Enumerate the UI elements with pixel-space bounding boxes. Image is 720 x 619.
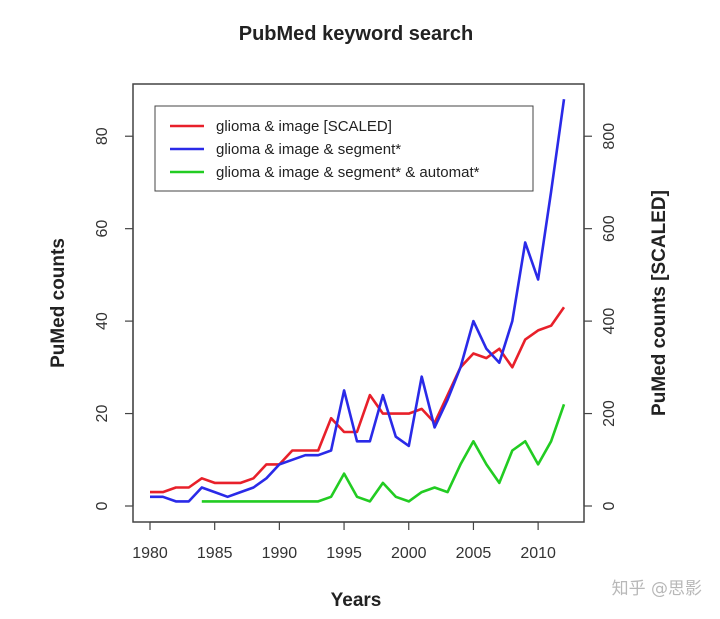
- x-tick-label: 2005: [456, 545, 492, 562]
- legend-label-2: glioma & image & segment* & automat*: [216, 164, 480, 181]
- y-tick-label-right: 0: [601, 501, 618, 510]
- x-tick-label: 1995: [326, 545, 362, 562]
- x-tick-label: 1980: [132, 545, 168, 562]
- y-axis-label-left: PuMed counts: [48, 238, 69, 368]
- x-tick-label: 1990: [262, 545, 298, 562]
- x-tick-label: 2010: [520, 545, 556, 562]
- legend: glioma & image [SCALED] glioma & image &…: [154, 105, 534, 192]
- x-tick-label: 2000: [391, 545, 427, 562]
- y-tick-label-left: 60: [94, 220, 111, 238]
- y-tick-label-left: 20: [94, 405, 111, 423]
- legend-label-0: glioma & image [SCALED]: [216, 118, 392, 135]
- x-tick-label: 1985: [197, 545, 233, 562]
- watermark: 知乎 @思影: [612, 579, 702, 599]
- y-tick-label-right: 400: [601, 308, 618, 335]
- y-axis-left: 0 20 40 60 80: [94, 127, 134, 510]
- series-layer: [150, 99, 566, 503]
- chart-title: PubMed keyword search: [239, 23, 474, 45]
- y-tick-label-right: 600: [601, 215, 618, 242]
- series-line-1: [150, 99, 566, 503]
- y-tick-label-right: 200: [601, 400, 618, 427]
- legend-box: [154, 105, 534, 192]
- legend-label-1: glioma & image & segment*: [216, 141, 401, 158]
- x-axis-label: Years: [331, 590, 382, 611]
- y-tick-label-left: 80: [94, 127, 111, 145]
- x-axis: 1980 1985 1990 1995 2000 2005 2010: [132, 521, 556, 562]
- y-tick-label-left: 0: [94, 501, 111, 510]
- series-line-2: [201, 403, 566, 503]
- y-tick-label-left: 40: [94, 312, 111, 330]
- y-axis-label-right: PuMed counts [SCALED]: [649, 190, 670, 416]
- y-tick-label-right: 800: [601, 123, 618, 150]
- y-axis-right: 0 200 400 600 800: [583, 123, 618, 510]
- series-line-0: [150, 306, 566, 494]
